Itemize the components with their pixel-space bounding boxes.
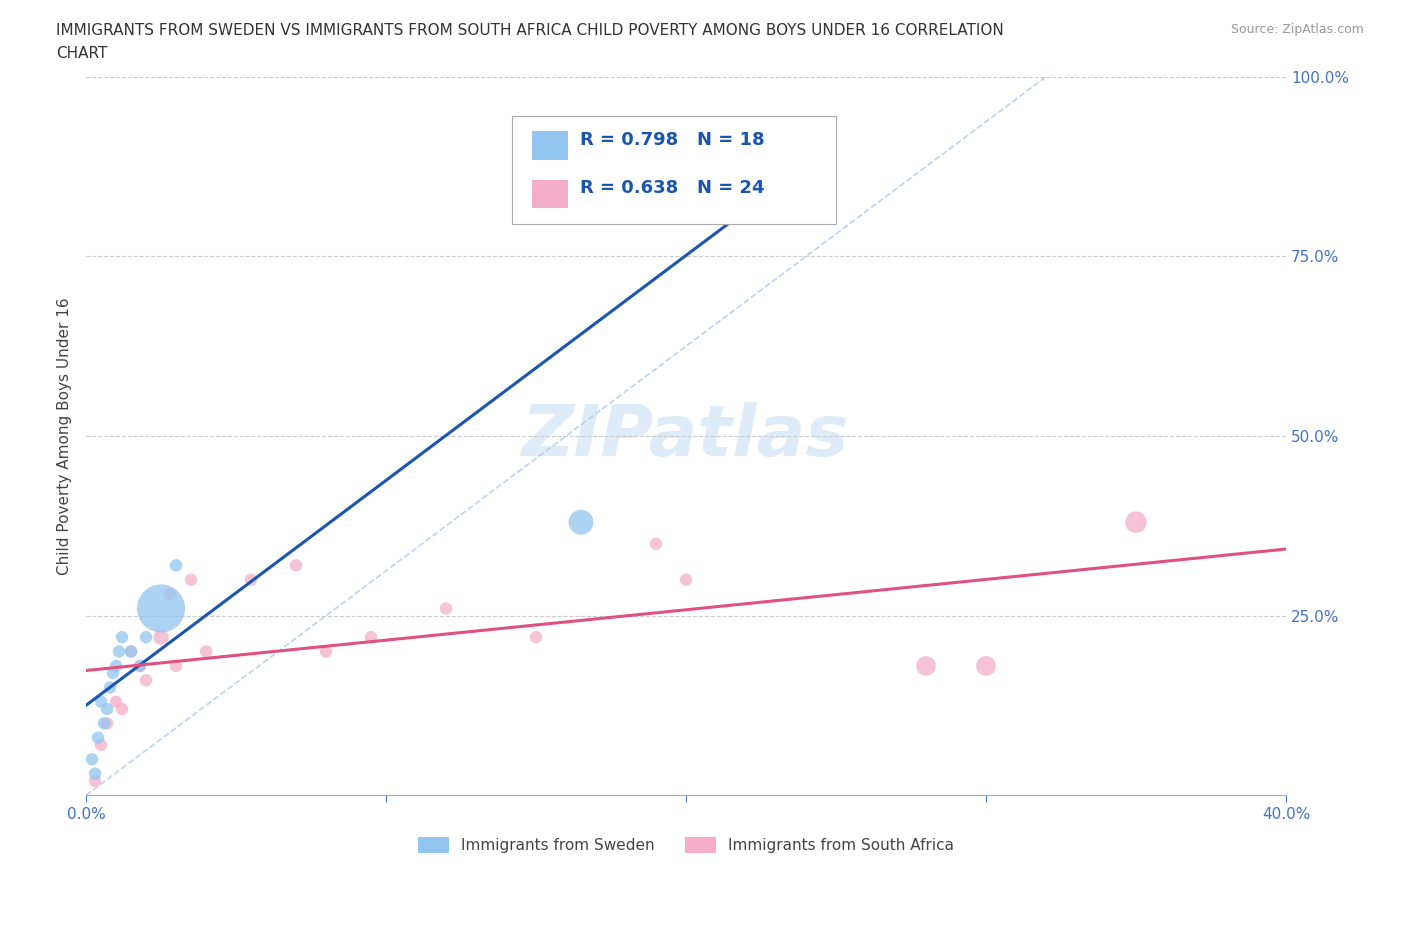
Point bbox=[1125, 515, 1147, 530]
Point bbox=[315, 644, 337, 659]
Point bbox=[93, 716, 115, 731]
Point bbox=[150, 630, 173, 644]
Legend: Immigrants from Sweden, Immigrants from South Africa: Immigrants from Sweden, Immigrants from … bbox=[412, 831, 960, 859]
Point bbox=[120, 644, 142, 659]
Point bbox=[135, 630, 157, 644]
Point bbox=[98, 680, 121, 695]
Point bbox=[180, 572, 202, 587]
Point bbox=[159, 587, 181, 602]
Point bbox=[285, 558, 308, 573]
Point bbox=[165, 558, 187, 573]
Point bbox=[96, 716, 118, 731]
FancyBboxPatch shape bbox=[512, 116, 837, 224]
Point bbox=[105, 695, 128, 710]
Point bbox=[150, 601, 173, 616]
Point bbox=[90, 695, 112, 710]
Point bbox=[84, 766, 107, 781]
Point bbox=[555, 170, 578, 185]
Point bbox=[135, 672, 157, 687]
Point bbox=[675, 572, 697, 587]
Point bbox=[524, 630, 547, 644]
Point bbox=[434, 601, 457, 616]
Point bbox=[569, 515, 592, 530]
Point bbox=[129, 658, 152, 673]
Point bbox=[240, 572, 263, 587]
Point bbox=[974, 658, 997, 673]
Text: ZIPatlas: ZIPatlas bbox=[522, 402, 849, 471]
Point bbox=[120, 644, 142, 659]
Text: CHART: CHART bbox=[56, 46, 108, 61]
Point bbox=[129, 658, 152, 673]
Point bbox=[915, 658, 938, 673]
Bar bbox=[533, 131, 568, 160]
Point bbox=[195, 644, 218, 659]
Point bbox=[96, 701, 118, 716]
Bar bbox=[533, 179, 568, 208]
Point bbox=[84, 774, 107, 789]
Point bbox=[645, 537, 668, 551]
Point bbox=[101, 666, 124, 681]
Point bbox=[108, 644, 131, 659]
Text: R = 0.638   N = 24: R = 0.638 N = 24 bbox=[581, 179, 765, 197]
Point bbox=[360, 630, 382, 644]
Point bbox=[87, 730, 110, 745]
Point bbox=[165, 658, 187, 673]
Point bbox=[111, 701, 134, 716]
Text: Source: ZipAtlas.com: Source: ZipAtlas.com bbox=[1230, 23, 1364, 36]
Point bbox=[105, 658, 128, 673]
Text: R = 0.798   N = 18: R = 0.798 N = 18 bbox=[581, 131, 765, 149]
Text: IMMIGRANTS FROM SWEDEN VS IMMIGRANTS FROM SOUTH AFRICA CHILD POVERTY AMONG BOYS : IMMIGRANTS FROM SWEDEN VS IMMIGRANTS FRO… bbox=[56, 23, 1004, 38]
Point bbox=[90, 737, 112, 752]
Point bbox=[111, 630, 134, 644]
Point bbox=[80, 751, 103, 766]
Y-axis label: Child Poverty Among Boys Under 16: Child Poverty Among Boys Under 16 bbox=[58, 298, 72, 575]
